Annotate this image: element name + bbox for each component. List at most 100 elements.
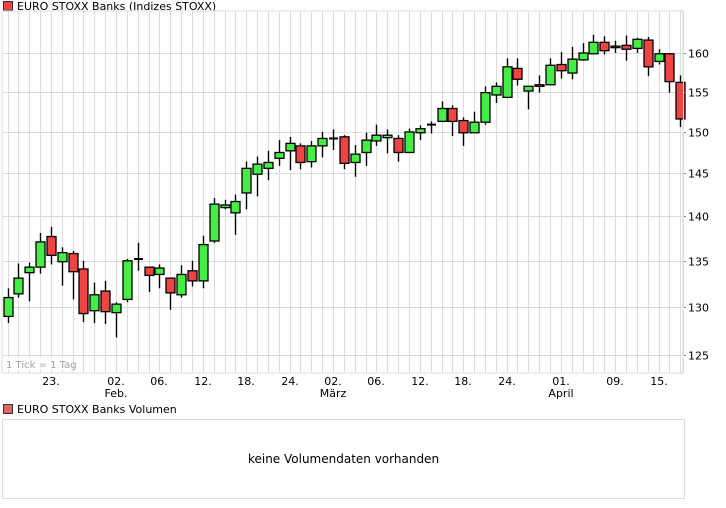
candle <box>371 124 382 146</box>
candle <box>35 233 46 274</box>
candle <box>480 86 491 125</box>
y-tick-label: 145 <box>688 168 709 181</box>
candle <box>209 198 220 243</box>
candle <box>89 282 100 324</box>
candle <box>556 52 567 79</box>
candle <box>295 143 306 170</box>
x-tick-label: 12. <box>194 375 212 388</box>
candle <box>3 288 14 324</box>
candles <box>3 34 686 338</box>
x-tick-label: 09. <box>606 375 624 388</box>
candle <box>187 260 198 287</box>
tick-note: 1 Tick = 1 Tag <box>6 360 77 371</box>
x-tick-label: 06. <box>367 375 385 388</box>
candle <box>523 85 534 110</box>
candle <box>361 132 372 166</box>
candle <box>578 43 589 61</box>
y-tick-label: 150 <box>688 127 709 140</box>
x-tick-label: 15. <box>650 375 668 388</box>
candle <box>491 82 502 103</box>
candle <box>599 36 610 55</box>
candle <box>534 75 545 93</box>
candle <box>220 199 231 210</box>
candle <box>198 235 209 289</box>
x-tick-label: 18. <box>454 375 472 388</box>
candle <box>306 140 317 168</box>
candle <box>241 161 252 210</box>
candle <box>329 129 338 151</box>
x-tick-label: 18. <box>237 375 255 388</box>
x-tick-label: 06. <box>150 375 168 388</box>
price-legend-label: EURO STOXX Banks (Indizes STOXX) <box>17 0 217 13</box>
x-tick-label: 23. <box>42 375 60 388</box>
candle <box>274 140 285 166</box>
candle <box>502 58 513 99</box>
y-tick-label: 160 <box>688 48 709 61</box>
candle <box>134 242 143 271</box>
x-month-label: März <box>320 387 347 400</box>
candle <box>447 105 458 137</box>
x-tick-label: 24. <box>498 375 516 388</box>
candle <box>144 266 155 292</box>
candle <box>285 136 296 171</box>
candle <box>621 35 632 61</box>
candle <box>664 53 675 93</box>
tick-note-bg <box>3 357 65 370</box>
x-tick-label: 02. <box>324 375 342 388</box>
candle <box>415 125 426 141</box>
candle <box>458 117 469 146</box>
candle <box>68 250 79 300</box>
candle <box>382 129 393 154</box>
chart-grid <box>1 10 684 374</box>
y-tick-label: 130 <box>688 302 709 315</box>
candle <box>339 135 350 170</box>
y-tick-label: 135 <box>688 256 709 269</box>
candle <box>122 258 133 303</box>
y-axis: 125 130 135 140 145 150 155 160 <box>683 11 709 373</box>
volume-legend-swatch-icon <box>3 404 13 414</box>
candle <box>437 101 448 123</box>
x-tick-label: 02. <box>107 375 125 388</box>
candle <box>13 263 24 298</box>
candle <box>610 40 621 53</box>
candle <box>100 280 111 324</box>
candle <box>154 264 165 289</box>
candle <box>78 260 89 323</box>
candle <box>512 58 523 86</box>
candle <box>165 277 176 310</box>
volume-panel: keine Volumendaten vorhanden <box>2 419 685 499</box>
volume-legend-label: EURO STOXX Banks Volumen <box>17 402 177 416</box>
y-tick-label: 155 <box>688 87 709 100</box>
candle <box>567 46 578 80</box>
x-tick-label: 24. <box>281 375 299 388</box>
candle <box>427 121 436 134</box>
no-volume-message: keine Volumendaten vorhanden <box>247 452 440 466</box>
candle <box>643 37 654 77</box>
volume-legend: EURO STOXX Banks Volumen <box>3 402 177 416</box>
candle <box>317 131 328 158</box>
candle <box>654 49 665 65</box>
candle <box>675 75 686 128</box>
candle <box>57 247 68 286</box>
candle <box>24 262 35 302</box>
candle <box>263 150 274 181</box>
candle <box>588 34 599 55</box>
candle <box>545 58 556 86</box>
candle <box>393 135 404 162</box>
candle <box>469 111 480 134</box>
candle <box>632 37 643 53</box>
x-month-label: Feb. <box>105 387 128 400</box>
candle <box>111 302 122 338</box>
y-tick-label: 125 <box>688 350 709 363</box>
candle <box>46 226 57 265</box>
x-month-label: April <box>548 387 573 400</box>
candle <box>230 194 241 235</box>
candle <box>176 265 187 298</box>
y-tick-label: 140 <box>688 211 709 224</box>
x-tick-label: 01. <box>552 375 570 388</box>
candle <box>404 128 415 154</box>
candle <box>350 145 361 177</box>
x-tick-label: 12. <box>411 375 429 388</box>
